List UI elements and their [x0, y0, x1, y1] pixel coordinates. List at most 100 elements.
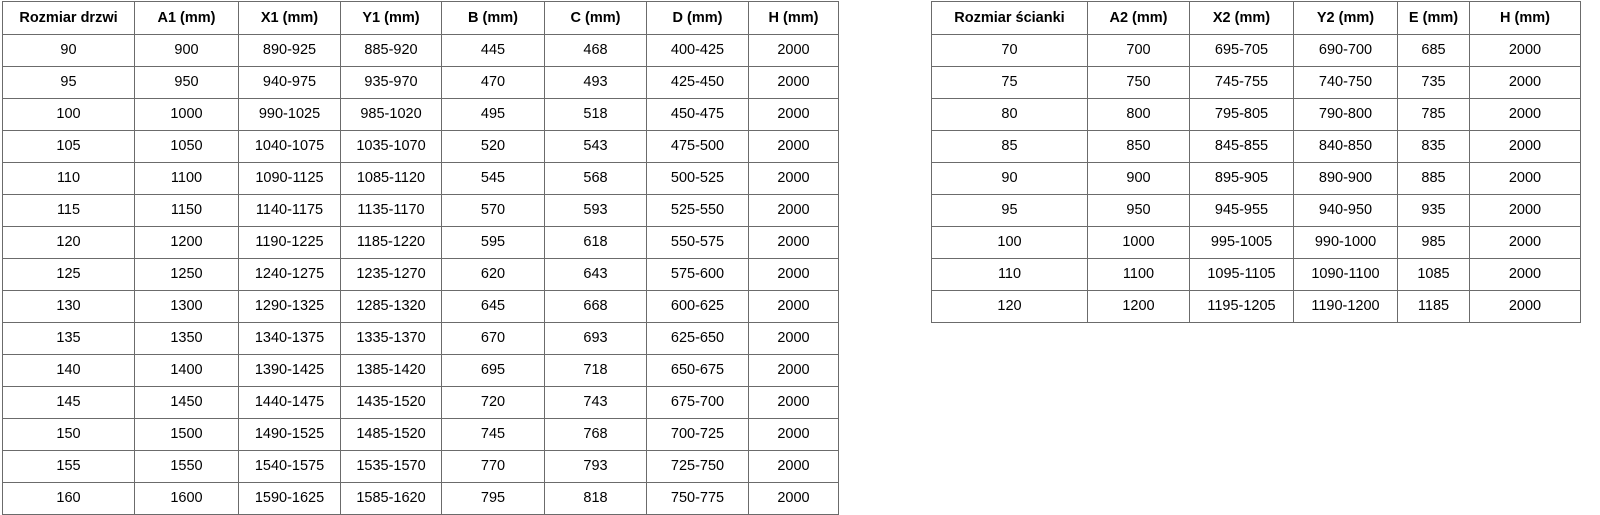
table-cell: 885-920: [340, 34, 442, 67]
table-cell: 550-575: [646, 226, 749, 259]
table-cell: 445: [441, 34, 545, 67]
table-cell: 768: [544, 418, 647, 451]
table-cell: 740-750: [1293, 66, 1398, 99]
table-cell: 995-1005: [1189, 226, 1294, 259]
table-cell: 2000: [748, 34, 839, 67]
table-row: 70 700 695-705 690-700 685 2000: [931, 34, 1581, 67]
table-cell: 950: [134, 66, 239, 99]
table-cell: 935: [1397, 194, 1470, 227]
table-cell: 990-1000: [1293, 226, 1398, 259]
table-cell: 2000: [748, 322, 839, 355]
table-cell: 105: [2, 130, 135, 163]
table-cell: 1450: [134, 386, 239, 419]
table-cell: 2000: [1469, 130, 1581, 163]
table-row: 125 1250 1240-1275 1235-1270 620 643 575-600 20…: [2, 258, 839, 291]
table-cell: 2000: [748, 194, 839, 227]
table-cell: 745-755: [1189, 66, 1294, 99]
column-header: B (mm): [441, 1, 545, 35]
table-cell: 568: [544, 162, 647, 195]
table-cell: 1540-1575: [238, 450, 341, 483]
table-cell: 1600: [134, 482, 239, 515]
table-cell: 90: [931, 162, 1088, 195]
table-cell: 2000: [1469, 98, 1581, 131]
table-row: 110 1100 1095-1105 1090-1100 1085 2000: [931, 258, 1581, 291]
table-cell: 735: [1397, 66, 1470, 99]
table-row: 130 1300 1290-1325 1285-1320 645 668 600-625 20…: [2, 290, 839, 323]
table-cell: 1100: [1087, 258, 1190, 291]
table-row: 100 1000 995-1005 990-1000 985 2000: [931, 226, 1581, 259]
table-cell: 2000: [748, 290, 839, 323]
table-cell: 80: [931, 98, 1088, 131]
table-cell: 695: [441, 354, 545, 387]
column-header: Y1 (mm): [340, 1, 442, 35]
column-header: A1 (mm): [134, 1, 239, 35]
table-cell: 593: [544, 194, 647, 227]
table-cell: 695-705: [1189, 34, 1294, 67]
table-cell: 2000: [748, 162, 839, 195]
table-cell: 795: [441, 482, 545, 515]
table-cell: 575-600: [646, 258, 749, 291]
table-cell: 495: [441, 98, 545, 131]
table-cell: 940-950: [1293, 194, 1398, 227]
table-cell: 1535-1570: [340, 450, 442, 483]
table-cell: 518: [544, 98, 647, 131]
table-cell: 1190-1200: [1293, 290, 1398, 323]
table-cell: 493: [544, 66, 647, 99]
table-cell: 1350: [134, 322, 239, 355]
table-cell: 785: [1397, 98, 1470, 131]
table-cell: 668: [544, 290, 647, 323]
table-cell: 2000: [748, 354, 839, 387]
table-cell: 1500: [134, 418, 239, 451]
table-cell: 793: [544, 450, 647, 483]
table-row: 115 1150 1140-1175 1135-1170 570 593 525-550 20…: [2, 194, 839, 227]
door-table-body: 90 900 890-925 885-920 445 468 400-425 2000 95 95…: [2, 34, 839, 515]
table-cell: 2000: [748, 98, 839, 131]
table-cell: 625-650: [646, 322, 749, 355]
table-row: 90 900 895-905 890-900 885 2000: [931, 162, 1581, 195]
table-cell: 1390-1425: [238, 354, 341, 387]
table-cell: 693: [544, 322, 647, 355]
table-cell: 2000: [1469, 34, 1581, 67]
table-cell: 845-855: [1189, 130, 1294, 163]
table-cell: 545: [441, 162, 545, 195]
table-cell: 95: [931, 194, 1088, 227]
table-cell: 140: [2, 354, 135, 387]
table-cell: 2000: [748, 258, 839, 291]
table-cell: 770: [441, 450, 545, 483]
table-cell: 890-900: [1293, 162, 1398, 195]
table-cell: 700: [1087, 34, 1190, 67]
table-row: 80 800 795-805 790-800 785 2000: [931, 98, 1581, 131]
table-row: 85 850 845-855 840-850 835 2000: [931, 130, 1581, 163]
table-cell: 2000: [748, 66, 839, 99]
table-cell: 85: [931, 130, 1088, 163]
column-header: A2 (mm): [1087, 1, 1190, 35]
table-cell: 600-625: [646, 290, 749, 323]
column-header: X2 (mm): [1189, 1, 1294, 35]
table-header-row: Rozmiar drzwi A1 (mm) X1 (mm) Y1 (mm) B …: [2, 1, 839, 35]
table-cell: 950: [1087, 194, 1190, 227]
column-header: C (mm): [544, 1, 647, 35]
table-cell: 125: [2, 258, 135, 291]
table-cell: 1040-1075: [238, 130, 341, 163]
table-cell: 1485-1520: [340, 418, 442, 451]
table-cell: 468: [544, 34, 647, 67]
table-cell: 75: [931, 66, 1088, 99]
table-cell: 100: [931, 226, 1088, 259]
table-cell: 1085-1120: [340, 162, 442, 195]
table-cell: 1035-1070: [340, 130, 442, 163]
table-cell: 1400: [134, 354, 239, 387]
table-row: 120 1200 1195-1205 1190-1200 1185 2000: [931, 290, 1581, 323]
table-header-row: Rozmiar ścianki A2 (mm) X2 (mm) Y2 (mm) …: [931, 1, 1581, 35]
table-cell: 2000: [1469, 162, 1581, 195]
table-cell: 145: [2, 386, 135, 419]
table-cell: 1090-1125: [238, 162, 341, 195]
column-header: Y2 (mm): [1293, 1, 1398, 35]
table-cell: 120: [2, 226, 135, 259]
table-cell: 400-425: [646, 34, 749, 67]
table-cell: 1235-1270: [340, 258, 442, 291]
column-header: Rozmiar drzwi: [2, 1, 135, 35]
table-row: 140 1400 1390-1425 1385-1420 695 718 650-675 20…: [2, 354, 839, 387]
table-cell: 1135-1170: [340, 194, 442, 227]
table-cell: 1000: [1087, 226, 1190, 259]
